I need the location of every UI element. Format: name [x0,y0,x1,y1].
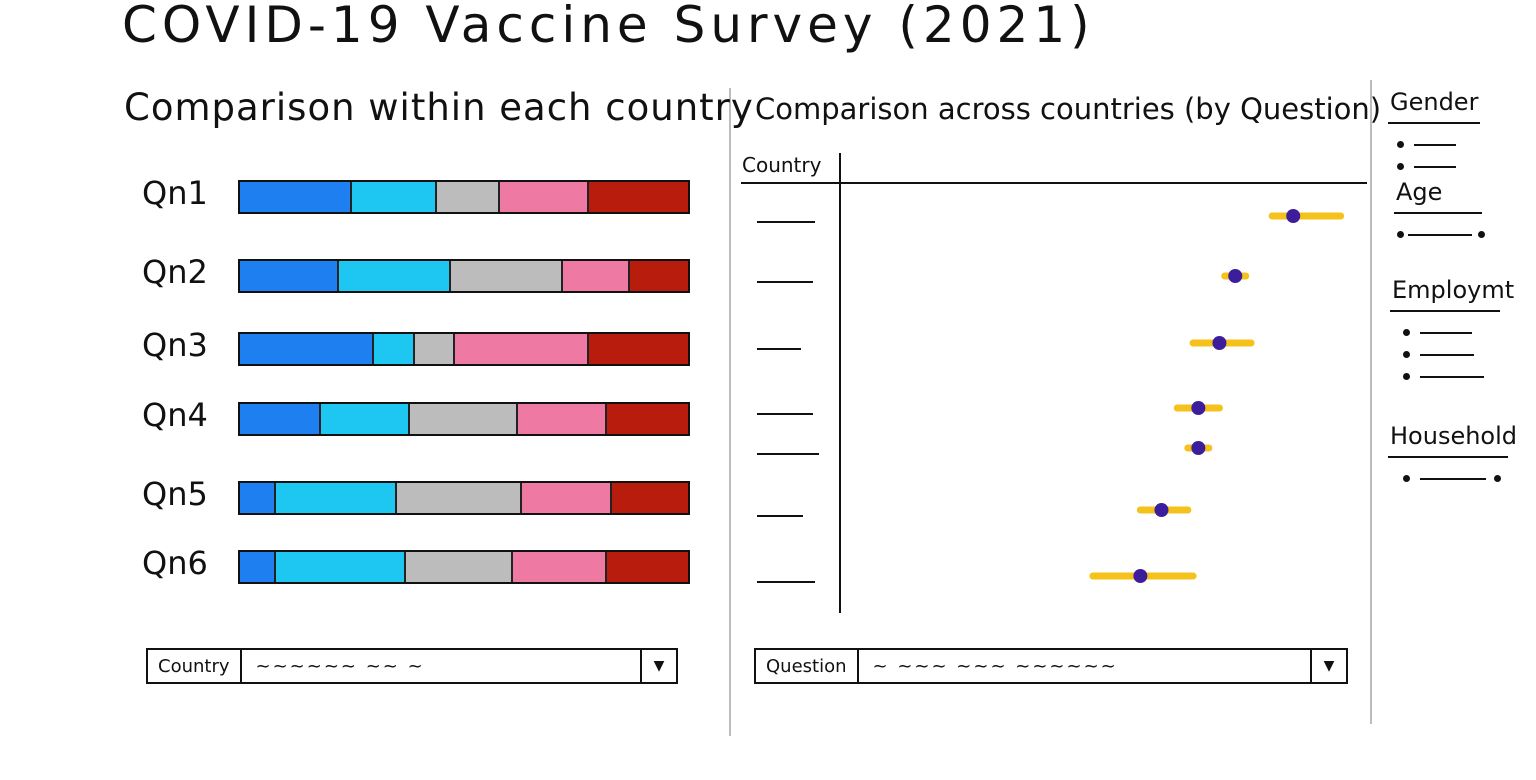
legend-section-underline [1394,212,1482,214]
question-label: Qn1 [142,174,208,212]
question-dropdown-label: Question [756,650,859,682]
question-label: Qn5 [142,475,208,513]
stacked-bar [238,481,690,515]
bar-segment [589,334,688,364]
right-panel-title: Comparison across countries (by Question… [755,92,1382,126]
data-point [1228,269,1243,283]
bar-segment [320,404,411,434]
dot-plot-chart: Country [741,153,1367,613]
data-point [1212,336,1227,350]
panel-divider-right [1370,80,1372,724]
question-label: Qn4 [142,396,208,434]
bar-segment [396,483,523,513]
bar-segment [513,552,608,582]
panel-divider-left [729,88,731,736]
bar-segment [437,182,500,212]
legend-item-end-marker [1494,475,1501,482]
bar-segment [275,483,397,513]
y-axis-label: Country [742,153,822,177]
bar-segment [562,261,630,291]
question-label: Qn6 [142,544,208,582]
page-title: COVID-19 Vaccine Survey (2021) [122,0,1095,54]
legend-section-underline [1390,310,1500,312]
legend-item-marker [1403,351,1410,358]
bar-segment [240,552,276,582]
question-dropdown[interactable]: Question ~ ~~~ ~~~ ~~~~~~ ▼ [754,648,1348,684]
legend-item-line [1408,234,1472,236]
bar-segment [410,404,518,434]
bar-segment [607,552,688,582]
data-point [1191,441,1206,455]
legend-item-end-marker [1478,231,1485,238]
legend-item-marker [1403,329,1410,336]
question-label: Qn2 [142,253,208,291]
data-point [1286,209,1301,223]
country-dropdown-value: ~~~~~~ ~~ ~ [255,655,425,677]
bar-segment [450,261,563,291]
legend-item-marker [1403,373,1410,380]
legend-section-underline [1388,456,1508,458]
bar-segment [240,261,339,291]
bar-segment [275,552,406,582]
bar-segment [522,483,612,513]
legend-item-marker [1397,231,1404,238]
bar-segment [499,182,590,212]
legend-item-marker [1397,163,1404,170]
bar-segment [414,334,456,364]
bar-segment [629,261,688,291]
chevron-down-icon[interactable]: ▼ [640,650,676,682]
data-point [1154,503,1169,517]
country-dropdown[interactable]: Country ~~~~~~ ~~ ~ ▼ [146,648,678,684]
legend-section-underline [1388,122,1480,124]
legend-item-line [1414,166,1456,168]
bar-segment [240,182,352,212]
legend-item-line [1414,144,1456,146]
legend-item-marker [1397,141,1404,148]
bar-segment [338,261,451,291]
bar-segment [240,334,375,364]
data-point [1133,569,1148,583]
left-panel-title: Comparison within each country [124,86,754,129]
legend-item-line [1420,332,1472,334]
bar-segment [352,182,438,212]
chevron-down-icon[interactable]: ▼ [1310,650,1346,682]
stacked-bar [238,180,690,214]
legend-item-line [1420,478,1486,480]
legend-item-line [1420,376,1484,378]
bar-segment [374,334,415,364]
bar-segment [589,182,688,212]
bar-segment [607,404,688,434]
bar-segment [517,404,608,434]
bar-segment [405,552,514,582]
legend-section-title: Gender [1390,88,1479,116]
legend-item-marker [1403,475,1410,482]
stacked-bar [238,402,690,436]
question-dropdown-value: ~ ~~~ ~~~ ~~~~~~ [872,655,1118,677]
legend-section-title: Age [1396,178,1443,206]
legend-section-title: Household [1390,422,1518,450]
legend-section-title: Employmt [1392,276,1515,304]
stacked-bar [238,259,690,293]
bar-segment [455,334,590,364]
data-point [1191,401,1206,415]
bar-segment [240,483,276,513]
legend-item-line [1420,354,1474,356]
country-dropdown-label: Country [148,650,242,682]
question-label: Qn3 [142,326,208,364]
bar-segment [240,404,321,434]
bar-segment [611,483,688,513]
stacked-bar [238,550,690,584]
stacked-bar [238,332,690,366]
